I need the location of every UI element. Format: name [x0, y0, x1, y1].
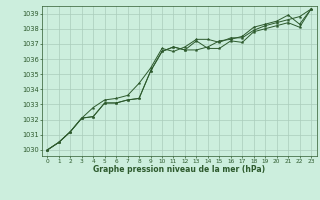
- X-axis label: Graphe pression niveau de la mer (hPa): Graphe pression niveau de la mer (hPa): [93, 165, 265, 174]
